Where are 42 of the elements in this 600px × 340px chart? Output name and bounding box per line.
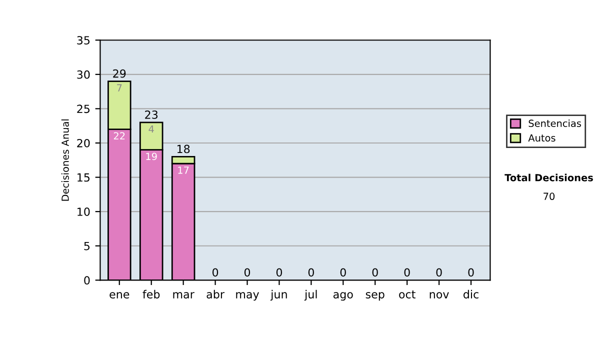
y-tick-label: 0	[84, 276, 90, 285]
data-label: 7	[117, 84, 122, 92]
y-tick-label: 30	[77, 70, 90, 79]
total-label: 18	[177, 144, 190, 154]
x-tick-label: may	[236, 292, 260, 301]
y-axis-title: Decisiones Anual	[61, 119, 69, 201]
x-tick-label: ene	[110, 292, 130, 298]
legend-label: Autos	[528, 134, 556, 142]
x-tick-label: jun	[270, 290, 287, 301]
x-tick-label: dic	[464, 290, 478, 298]
y-tick-label: 15	[78, 173, 90, 182]
data-label: 17	[178, 166, 189, 174]
total-label: 23	[145, 110, 158, 119]
x-tick-label: mar	[173, 292, 194, 298]
x-tick-label: nov	[430, 292, 449, 298]
data-label: 19	[146, 152, 157, 160]
x-tick-label: oct	[399, 290, 416, 298]
total-label: 0	[404, 268, 410, 277]
y-tick-label: 35	[77, 36, 90, 44]
text: Total Decisiones	[504, 174, 593, 182]
total-label: 29	[113, 69, 126, 78]
legend-label: Sentencias	[528, 119, 582, 128]
total-label: 0	[212, 268, 218, 277]
x-tick-label: sep	[366, 292, 384, 301]
y-tick-label: 5	[84, 242, 90, 250]
data-label: 22	[114, 132, 125, 140]
total-label: 0	[436, 268, 442, 277]
x-tick-label: ago	[333, 292, 353, 301]
total-label: 0	[244, 268, 250, 277]
data-label: 4	[148, 125, 154, 133]
total-label: 0	[340, 268, 346, 277]
y-tick-label: 20	[77, 138, 90, 148]
x-tick-label: feb	[142, 290, 160, 298]
text: 70	[544, 192, 555, 200]
y-tick-label: 10	[78, 208, 90, 216]
total-label: 0	[468, 268, 474, 277]
x-tick-label: jul	[304, 290, 317, 301]
total-label: 0	[372, 268, 378, 277]
total-label: 0	[276, 268, 282, 277]
y-tick-label: 25	[77, 104, 90, 114]
total-label: 0	[308, 268, 314, 277]
x-tick-label: abr	[206, 290, 224, 298]
